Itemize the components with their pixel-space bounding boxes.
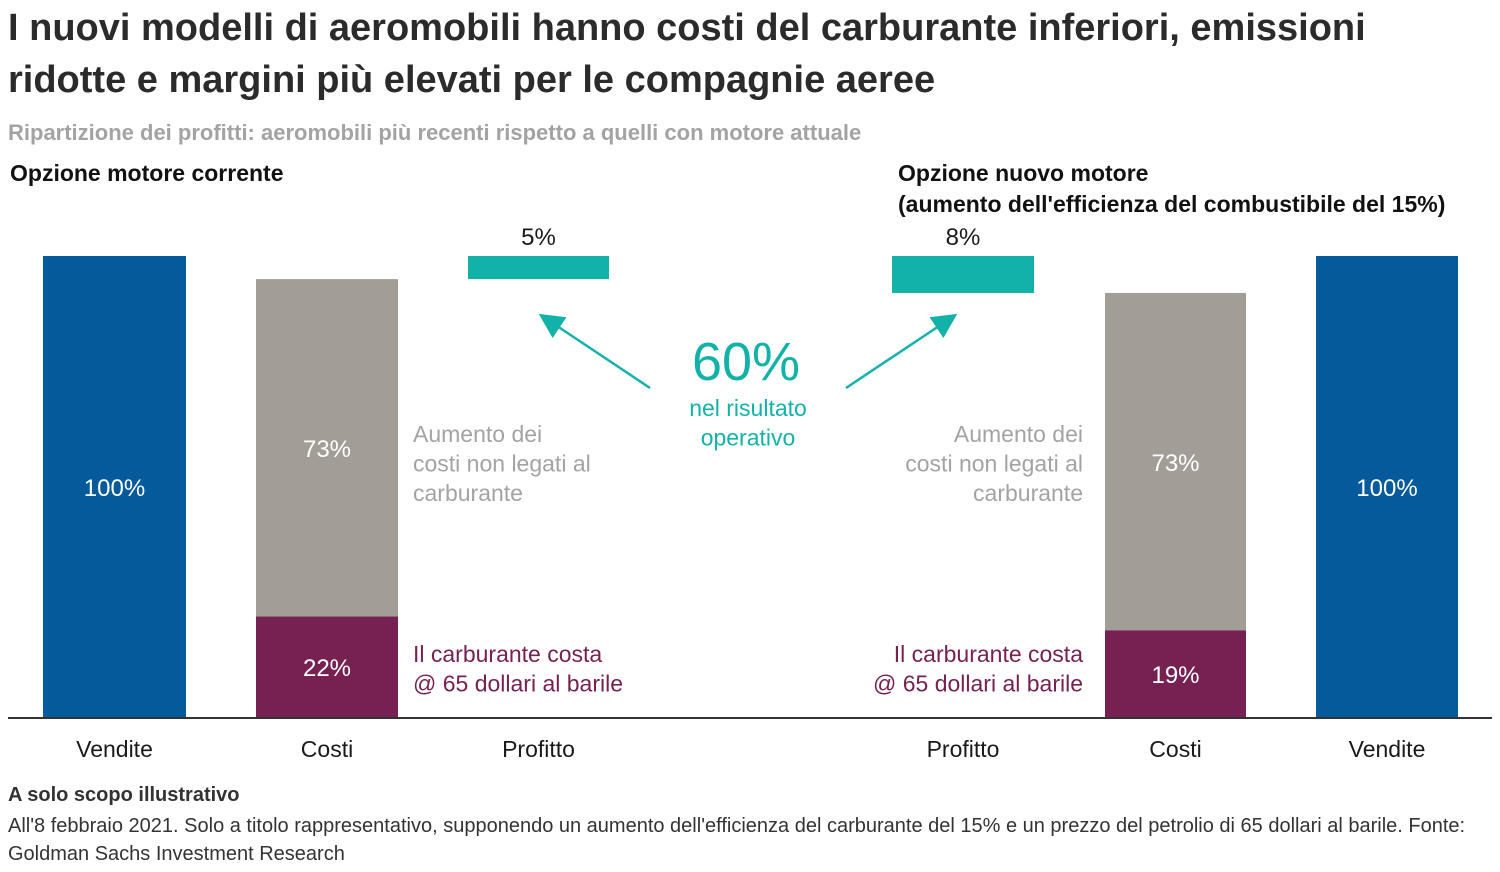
annotation-fuel-left-0: Il carburante costa (413, 641, 602, 667)
annotation-nonfuel-right-2: carburante (973, 480, 1083, 506)
chart-title: I nuovi modelli di aeromobili hanno cost… (8, 7, 1366, 101)
annotation-nonfuel-right-1: costi non legati al (905, 451, 1083, 477)
annotation-fuel-right-1: @ 65 dollari al barile (873, 671, 1083, 697)
bar-profitto-0 (468, 256, 609, 280)
chart-subtitle: Ripartizione dei profitti: aeromobili pi… (8, 120, 862, 145)
bar-label-costi-fuel-1: 19% (1151, 662, 1199, 689)
bar-profitto-1 (892, 256, 1034, 293)
right-panel-title-line2: (aumento dell'efficienza del combustibil… (898, 191, 1446, 217)
footer-heading: A solo scopo illustrativo (8, 784, 240, 806)
tick-label-costi-0: Costi (301, 736, 353, 762)
bar-label-costi-fuel-0: 22% (303, 655, 351, 682)
bar-label-costi-nonfuel-0: 73% (303, 436, 351, 463)
bar-costi-nonfuel-0 (256, 279, 398, 617)
annotation-center-text-1: operativo (701, 425, 796, 451)
footer-note: All'8 febbraio 2021. Solo a titolo rappr… (8, 815, 1466, 865)
annotation-nonfuel-left-2: carburante (413, 480, 523, 506)
annotation-nonfuel-left-1: costi non legati al (413, 451, 591, 477)
tick-label-costi-1: Costi (1149, 736, 1201, 762)
tick-label-profitto-0: Profitto (502, 736, 575, 762)
bar-costi-nonfuel-1 (1105, 292, 1246, 631)
annotation-nonfuel-left-0: Aumento dei (413, 421, 542, 447)
annotation-fuel-left-1: @ 65 dollari al barile (413, 671, 623, 697)
tick-label-vendite-0: Vendite (76, 736, 153, 762)
bar-costi-fuel-1 (1105, 630, 1246, 718)
tick-label-profitto-1: Profitto (927, 736, 1000, 762)
arrow-left (538, 313, 651, 390)
left-panel-title: Opzione motore corrente (10, 160, 284, 186)
annotation-nonfuel-right-0: Aumento dei (954, 421, 1083, 447)
bar-costi-fuel-0 (256, 616, 398, 718)
bar-label-vendite-1: 100% (1356, 475, 1417, 502)
bar-label-profitto-0: 5% (521, 224, 556, 251)
annotation-center-value: 60% (692, 332, 800, 392)
bar-label-profitto-1: 8% (946, 224, 981, 251)
arrow-right (845, 313, 958, 390)
bar-vendite-1 (1316, 256, 1458, 718)
bar-vendite-0 (43, 256, 186, 718)
annotation-center-text-0: nel risultato (689, 395, 807, 421)
right-panel-title: Opzione nuovo motore (aumento dell'effic… (898, 158, 1445, 220)
annotation-fuel-right-0: Il carburante costa (894, 641, 1083, 667)
right-panel-title-line1: Opzione nuovo motore (898, 160, 1149, 186)
bar-label-vendite-0: 100% (84, 475, 145, 502)
tick-label-vendite-1: Vendite (1349, 736, 1426, 762)
bar-label-costi-nonfuel-1: 73% (1151, 450, 1199, 477)
